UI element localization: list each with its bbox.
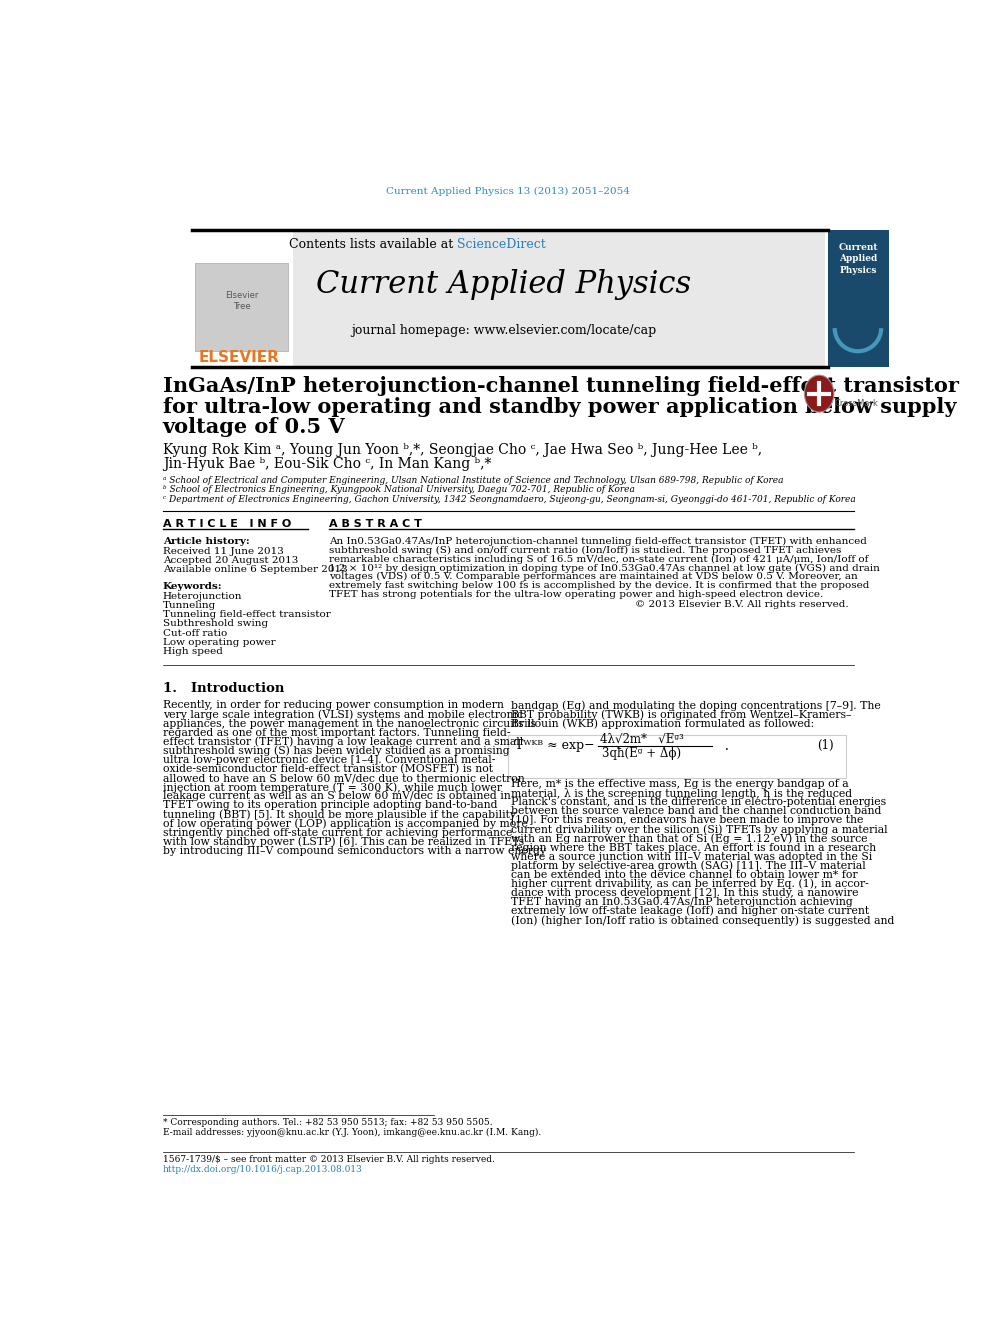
Text: .: . — [716, 738, 729, 753]
Text: ᶜ Department of Electronics Engineering, Gachon University, 1342 Seongnamdaero, : ᶜ Department of Electronics Engineering,… — [163, 495, 855, 504]
Text: by introducing III–V compound semiconductors with a narrow energy: by introducing III–V compound semiconduc… — [163, 845, 546, 856]
Text: Brillouin (WKB) approximation formulated as followed:: Brillouin (WKB) approximation formulated… — [511, 718, 814, 729]
Text: between the source valence band and the channel conduction band: between the source valence band and the … — [511, 806, 881, 816]
Text: Current Applied Physics: Current Applied Physics — [316, 269, 691, 300]
Text: regarded as one of the most important factors. Tunneling field-: regarded as one of the most important fa… — [163, 728, 510, 738]
Text: ScienceDirect: ScienceDirect — [457, 238, 546, 251]
Text: (1): (1) — [816, 740, 833, 751]
Text: with an Eg narrower than that of Si (Eg = 1.12 eV) in the source: with an Eg narrower than that of Si (Eg … — [511, 833, 867, 844]
Text: Low operating power: Low operating power — [163, 638, 276, 647]
Text: where a source junction with III–V material was adopted in the Si: where a source junction with III–V mater… — [511, 852, 872, 861]
Text: Kyung Rok Kim ᵃ, Young Jun Yoon ᵇ,*, Seongjae Cho ᶜ, Jae Hwa Seo ᵇ, Jung-Hee Lee: Kyung Rok Kim ᵃ, Young Jun Yoon ᵇ,*, Seo… — [163, 443, 762, 456]
Text: voltages (VDS) of 0.5 V. Comparable performances are maintained at VDS below 0.5: voltages (VDS) of 0.5 V. Comparable perf… — [329, 573, 858, 581]
Text: Recently, in order for reducing power consumption in modern: Recently, in order for reducing power co… — [163, 700, 504, 710]
Text: A R T I C L E   I N F O: A R T I C L E I N F O — [163, 519, 291, 529]
Text: [10]. For this reason, endeavors have been made to improve the: [10]. For this reason, endeavors have be… — [511, 815, 863, 826]
Text: 1567-1739/$ – see front matter © 2013 Elsevier B.V. All rights reserved.: 1567-1739/$ – see front matter © 2013 El… — [163, 1155, 495, 1164]
Text: stringently pinched off-state current for achieving performance: stringently pinched off-state current fo… — [163, 828, 512, 837]
Text: Tunneling: Tunneling — [163, 601, 216, 610]
Text: current drivability over the silicon (Si) TFETs by applying a material: current drivability over the silicon (Si… — [511, 824, 888, 835]
Text: Tᵂᴷᴮ ≈ exp−: Tᵂᴷᴮ ≈ exp− — [515, 740, 594, 751]
Text: http://dx.doi.org/10.1016/j.cap.2013.08.013: http://dx.doi.org/10.1016/j.cap.2013.08.… — [163, 1164, 362, 1174]
Text: allowed to have an S below 60 mV/dec due to thermionic electron: allowed to have an S below 60 mV/dec due… — [163, 773, 525, 783]
Text: ᵇ School of Electronics Engineering, Kyungpook National University, Daegu 702-70: ᵇ School of Electronics Engineering, Kyu… — [163, 486, 635, 495]
Text: Article history:: Article history: — [163, 537, 250, 546]
Text: tunneling (BBT) [5]. It should be more plausible if the capability: tunneling (BBT) [5]. It should be more p… — [163, 810, 516, 820]
Text: © 2013 Elsevier B.V. All rights reserved.: © 2013 Elsevier B.V. All rights reserved… — [635, 601, 848, 610]
Text: Current Applied Physics 13 (2013) 2051–2054: Current Applied Physics 13 (2013) 2051–2… — [387, 187, 630, 196]
Text: effect transistor (TFET) having a low leakage current and a small: effect transistor (TFET) having a low le… — [163, 737, 523, 747]
Text: TFET having an In0.53Ga0.47As/InP heterojunction achieving: TFET having an In0.53Ga0.47As/InP hetero… — [511, 897, 852, 908]
Text: E-mail addresses: yjyoon@knu.ac.kr (Y.J. Yoon), imkang@ee.knu.ac.kr (I.M. Kang).: E-mail addresses: yjyoon@knu.ac.kr (Y.J.… — [163, 1127, 541, 1136]
Text: remarkable characteristics including S of 16.5 mV/dec, on-state current (Ion) of: remarkable characteristics including S o… — [329, 554, 869, 564]
Text: Current
Applied
Physics: Current Applied Physics — [838, 242, 878, 275]
Text: extremely low off-state leakage (Ioff) and higher on-state current: extremely low off-state leakage (Ioff) a… — [511, 906, 869, 917]
Text: 1.   Introduction: 1. Introduction — [163, 683, 284, 695]
Text: Heterojunction: Heterojunction — [163, 591, 242, 601]
Text: Elsevier
Tree: Elsevier Tree — [225, 291, 259, 311]
FancyBboxPatch shape — [192, 230, 825, 366]
Ellipse shape — [805, 376, 834, 411]
Text: Keywords:: Keywords: — [163, 582, 222, 591]
Text: injection at room temperature (T = 300 K), while much lower: injection at room temperature (T = 300 K… — [163, 782, 502, 792]
Text: leakage current as well as an S below 60 mV/dec is obtained in: leakage current as well as an S below 60… — [163, 791, 511, 802]
FancyBboxPatch shape — [827, 230, 889, 366]
Text: voltage of 0.5 V: voltage of 0.5 V — [163, 418, 345, 438]
Text: (Ion) (higher Ion/Ioff ratio is obtained consequently) is suggested and: (Ion) (higher Ion/Ioff ratio is obtained… — [511, 916, 894, 926]
Text: oxide-semiconductor field-effect transistor (MOSFET) is not: oxide-semiconductor field-effect transis… — [163, 763, 493, 774]
Text: Planck's constant, and is the difference in electro-potential energies: Planck's constant, and is the difference… — [511, 798, 886, 807]
FancyBboxPatch shape — [508, 734, 846, 778]
Text: 1.2 × 10¹² by design optimization in doping type of In0.53Ga0.47As channel at lo: 1.2 × 10¹² by design optimization in dop… — [329, 564, 880, 573]
Text: dance with process development [12]. In this study, a nanowire: dance with process development [12]. In … — [511, 888, 858, 898]
Text: very large scale integration (VLSI) systems and mobile electronic: very large scale integration (VLSI) syst… — [163, 709, 523, 720]
Text: higher current drivability, as can be inferred by Eq. (1), in accor-: higher current drivability, as can be in… — [511, 878, 868, 889]
Text: for ultra-low operating and standby power application below supply: for ultra-low operating and standby powe… — [163, 397, 956, 417]
Text: * Corresponding authors. Tel.: +82 53 950 5513; fax: +82 53 950 5505.: * Corresponding authors. Tel.: +82 53 95… — [163, 1118, 492, 1127]
Text: An In0.53Ga0.47As/InP heterojunction-channel tunneling field-effect transistor (: An In0.53Ga0.47As/InP heterojunction-cha… — [329, 537, 867, 546]
Text: platform by selective-area growth (SAG) [11]. The III–V material: platform by selective-area growth (SAG) … — [511, 860, 865, 871]
Text: BBT probability (TWKB) is originated from Wentzel–Kramers–: BBT probability (TWKB) is originated fro… — [511, 709, 851, 720]
Text: Jin-Hyuk Bae ᵇ, Eou-Sik Cho ᶜ, In Man Kang ᵇ,*: Jin-Hyuk Bae ᵇ, Eou-Sik Cho ᶜ, In Man Ka… — [163, 456, 491, 471]
Text: 3qħ(Eᵍ + Δϕ): 3qħ(Eᵍ + Δϕ) — [602, 747, 682, 761]
Text: CrossMark: CrossMark — [834, 400, 879, 407]
FancyBboxPatch shape — [192, 230, 293, 366]
Text: Contents lists available at: Contents lists available at — [289, 238, 457, 251]
Text: ᵃ School of Electrical and Computer Engineering, Ulsan National Institute of Sci: ᵃ School of Electrical and Computer Engi… — [163, 476, 784, 486]
Text: ultra low-power electronic device [1–4]. Conventional metal-: ultra low-power electronic device [1–4].… — [163, 755, 495, 765]
Text: High speed: High speed — [163, 647, 222, 656]
Text: Subthreshold swing: Subthreshold swing — [163, 619, 268, 628]
Text: with low standby power (LSTP) [6]. This can be realized in TFETs: with low standby power (LSTP) [6]. This … — [163, 836, 524, 847]
Text: Cut-off ratio: Cut-off ratio — [163, 628, 227, 638]
FancyBboxPatch shape — [195, 263, 289, 352]
Text: subthreshold swing (S) and on/off current ratio (Ion/Ioff) is studied. The propo: subthreshold swing (S) and on/off curren… — [329, 546, 842, 554]
Text: material, λ is the screening tunneling length, ħ is the reduced: material, λ is the screening tunneling l… — [511, 787, 852, 799]
Text: A B S T R A C T: A B S T R A C T — [329, 519, 423, 529]
Text: TFET owing to its operation principle adopting band-to-band: TFET owing to its operation principle ad… — [163, 800, 497, 811]
Text: ELSEVIER: ELSEVIER — [198, 349, 280, 365]
Text: region where the BBT takes place. An effort is found in a research: region where the BBT takes place. An eff… — [511, 843, 876, 852]
Text: journal homepage: www.elsevier.com/locate/cap: journal homepage: www.elsevier.com/locat… — [351, 324, 657, 337]
Text: InGaAs/InP heterojunction-channel tunneling field-effect transistor: InGaAs/InP heterojunction-channel tunnel… — [163, 376, 958, 396]
Text: subthreshold swing (S) has been widely studied as a promising: subthreshold swing (S) has been widely s… — [163, 746, 509, 757]
Text: Accepted 20 August 2013: Accepted 20 August 2013 — [163, 556, 299, 565]
Text: bandgap (Eg) and modulating the doping concentrations [7–9]. The: bandgap (Eg) and modulating the doping c… — [511, 700, 881, 710]
Text: appliances, the power management in the nanoelectronic circuits is: appliances, the power management in the … — [163, 718, 536, 729]
Text: extremely fast switching below 100 fs is accomplished by the device. It is confi: extremely fast switching below 100 fs is… — [329, 581, 870, 590]
Text: of low operating power (LOP) application is accompanied by more: of low operating power (LOP) application… — [163, 819, 528, 828]
Text: 4λ√2m*   √Eᵍ³: 4λ√2m* √Eᵍ³ — [600, 733, 683, 746]
Text: TFET has strong potentials for the ultra-low operating power and high-speed elec: TFET has strong potentials for the ultra… — [329, 590, 823, 599]
Text: Available online 6 September 2013: Available online 6 September 2013 — [163, 565, 347, 574]
Text: Here, m* is the effective mass, Eg is the energy bandgap of a: Here, m* is the effective mass, Eg is th… — [511, 779, 848, 789]
Text: Received 11 June 2013: Received 11 June 2013 — [163, 546, 284, 556]
Text: Tunneling field-effect transistor: Tunneling field-effect transistor — [163, 610, 330, 619]
Text: can be extended into the device channel to obtain lower m* for: can be extended into the device channel … — [511, 869, 857, 880]
